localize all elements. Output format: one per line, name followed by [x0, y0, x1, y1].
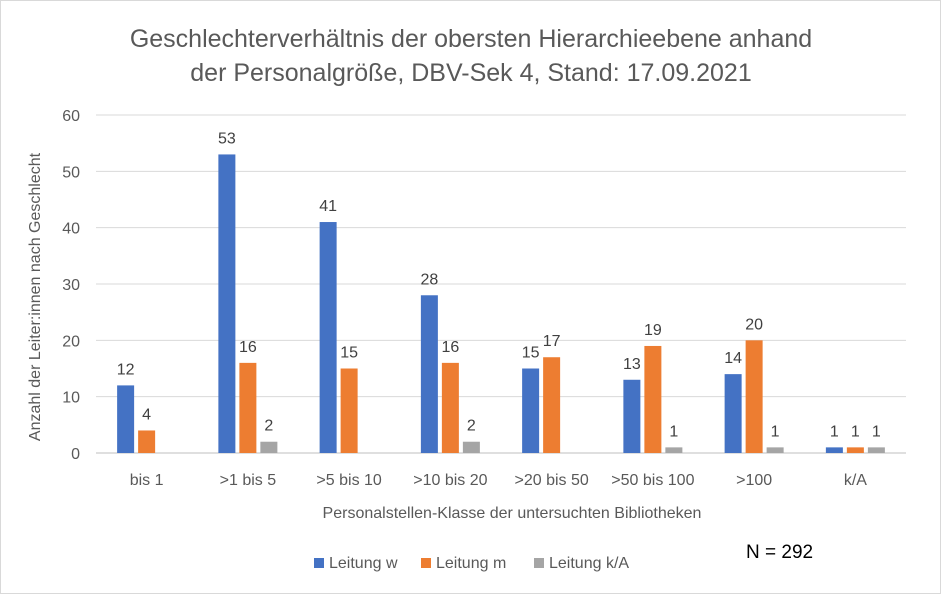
sample-size-note: N = 292 [746, 542, 813, 563]
y-axis-title: Anzahl der Leiter:innen nach Geschlecht [27, 152, 44, 441]
bar-1-2 [218, 154, 236, 453]
x-tick-label: >50 bis 100 [611, 472, 694, 489]
legend-swatch-3 [534, 558, 544, 568]
y-tick-label: 0 [71, 446, 80, 463]
legend-swatch-1 [314, 558, 324, 568]
x-tick-label: >1 bis 5 [220, 472, 277, 489]
bar-2-4 [441, 362, 459, 453]
bar-3-7 [766, 447, 784, 453]
data-label: 17 [543, 333, 561, 350]
data-label: 2 [467, 418, 476, 435]
data-label: 1 [669, 423, 678, 440]
y-axis-ticks: 0 10 20 30 40 50 60 [62, 108, 80, 463]
bar-1-4 [420, 295, 438, 453]
data-label: 1 [851, 423, 860, 440]
legend-label-3: Leitung k/A [549, 555, 629, 572]
data-label: 41 [319, 198, 337, 215]
data-label: 53 [218, 130, 236, 147]
data-label: 28 [420, 271, 438, 288]
bar-2-5 [543, 357, 561, 453]
x-axis-title: Personalstellen-Klasse der untersuchten … [323, 505, 702, 522]
data-label: 15 [522, 345, 540, 362]
bar-2-7 [745, 340, 763, 453]
chart-title-line-2: der Personalgröße, DBV-Sek 4, Stand: 17.… [190, 59, 751, 87]
y-tick-label: 60 [62, 108, 80, 125]
y-tick-label: 30 [62, 277, 80, 294]
y-tick-label: 40 [62, 221, 80, 238]
data-label: 20 [745, 316, 763, 333]
chart-title-line-1: Geschlechterverhältnis der obersten Hier… [130, 25, 812, 53]
x-axis-ticks: bis 1 >1 bis 5 >5 bis 10 >10 bis 20 >20 bis … [130, 472, 868, 489]
legend: Leitung w Leitung m Leitung k/A [314, 555, 629, 572]
legend-swatch-2 [421, 558, 431, 568]
data-label: 19 [644, 322, 662, 339]
data-label: 16 [441, 339, 459, 356]
x-tick-label: >10 bis 20 [413, 472, 487, 489]
bar-2-6 [644, 345, 662, 453]
data-label: 12 [117, 361, 135, 378]
bar-1-5 [522, 368, 540, 453]
bars [117, 154, 885, 453]
data-label: 1 [771, 423, 780, 440]
bar-1-8 [825, 447, 843, 453]
x-tick-label: >100 [736, 472, 772, 489]
data-label: 2 [264, 418, 273, 435]
bar-2-1 [138, 430, 156, 453]
x-tick-label: >20 bis 50 [514, 472, 588, 489]
legend-label-1: Leitung w [329, 555, 398, 572]
y-tick-label: 10 [62, 390, 80, 407]
bar-2-8 [846, 447, 864, 453]
bar-1-6 [623, 379, 641, 453]
bar-3-2 [260, 441, 278, 453]
x-tick-label: bis 1 [130, 472, 164, 489]
data-label: 1 [872, 423, 881, 440]
y-tick-label: 20 [62, 333, 80, 350]
data-label: 4 [142, 406, 151, 423]
bar-1-1 [117, 385, 135, 453]
bar-2-2 [239, 362, 257, 453]
data-label: 15 [340, 345, 358, 362]
y-tick-label: 50 [62, 164, 80, 181]
data-label: 13 [623, 356, 641, 373]
bar-1-3 [319, 222, 337, 453]
bar-3-8 [867, 447, 885, 453]
data-label: 1 [830, 423, 839, 440]
bar-2-3 [340, 368, 358, 453]
data-label: 14 [724, 350, 742, 367]
gridlines [96, 114, 906, 454]
bar-3-6 [665, 447, 683, 453]
bar-1-7 [724, 374, 742, 453]
bar-3-4 [462, 441, 480, 453]
data-label: 16 [239, 339, 257, 356]
x-tick-label: k/A [844, 472, 867, 489]
legend-label-2: Leitung m [436, 555, 506, 572]
x-tick-label: >5 bis 10 [316, 472, 381, 489]
